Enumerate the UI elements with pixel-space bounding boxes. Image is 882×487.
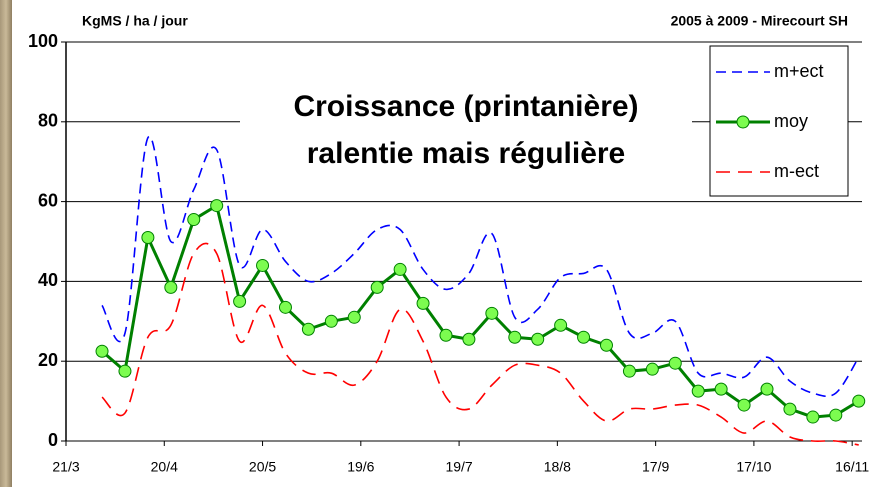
marker: [577, 330, 591, 344]
marker: [370, 280, 384, 294]
marker: [233, 294, 247, 308]
series-line: [101, 135, 860, 398]
marker: [301, 322, 315, 336]
x-tick-label: 20/4: [151, 459, 178, 475]
marker: [256, 258, 270, 272]
series-line: [101, 242, 859, 446]
marker: [95, 344, 109, 358]
marker: [462, 332, 476, 346]
series-line: [101, 203, 860, 419]
y-tick-label: 0: [48, 430, 58, 450]
marker: [210, 199, 224, 213]
annotation: ralentie mais régulière: [307, 137, 626, 170]
marker: [599, 338, 613, 352]
annotation-box: [240, 82, 692, 182]
marker: [737, 398, 751, 412]
y-tick-label: 40: [38, 270, 58, 290]
annotation: Croissance (printanière): [293, 90, 638, 123]
y-tick-label: 100: [28, 31, 58, 51]
y-axis-label: KgMS / ha / jour: [82, 13, 188, 29]
x-tick-label: 19/6: [347, 459, 374, 475]
marker: [164, 280, 178, 294]
marker: [393, 262, 407, 276]
marker: [829, 408, 843, 422]
marker: [347, 310, 361, 324]
legend-label: m+ect: [774, 61, 824, 81]
legend-label: m-ect: [774, 161, 819, 181]
marker: [439, 328, 453, 342]
y-tick-label: 60: [38, 190, 58, 210]
marker: [554, 318, 568, 332]
marker: [760, 382, 774, 396]
marker: [852, 394, 866, 408]
marker: [691, 384, 705, 398]
x-tick-label: 16/11: [835, 459, 869, 475]
marker: [622, 364, 636, 378]
x-tick-label: 17/9: [642, 459, 669, 475]
legend-marker: [736, 115, 750, 129]
x-tick-label: 17/10: [736, 459, 771, 475]
x-tick-label: 19/7: [445, 459, 472, 475]
x-tick-label: 20/5: [249, 459, 276, 475]
y-tick-label: 20: [38, 350, 58, 370]
marker: [141, 231, 155, 245]
marker: [714, 382, 728, 396]
x-tick-label: 18/8: [544, 459, 571, 475]
legend-label: moy: [774, 111, 808, 131]
marker: [324, 314, 338, 328]
marker: [806, 410, 820, 424]
marker: [531, 332, 545, 346]
marker: [416, 296, 430, 310]
frame: [0, 0, 12, 487]
subtitle: 2005 à 2009 - Mirecourt SH: [671, 13, 848, 29]
x-tick-label: 21/3: [52, 459, 79, 475]
marker: [187, 213, 201, 227]
marker: [485, 306, 499, 320]
marker: [118, 364, 132, 378]
marker: [645, 362, 659, 376]
y-tick-label: 80: [38, 111, 58, 131]
marker: [508, 330, 522, 344]
marker: [783, 402, 797, 416]
marker: [278, 300, 292, 314]
marker: [668, 356, 682, 370]
